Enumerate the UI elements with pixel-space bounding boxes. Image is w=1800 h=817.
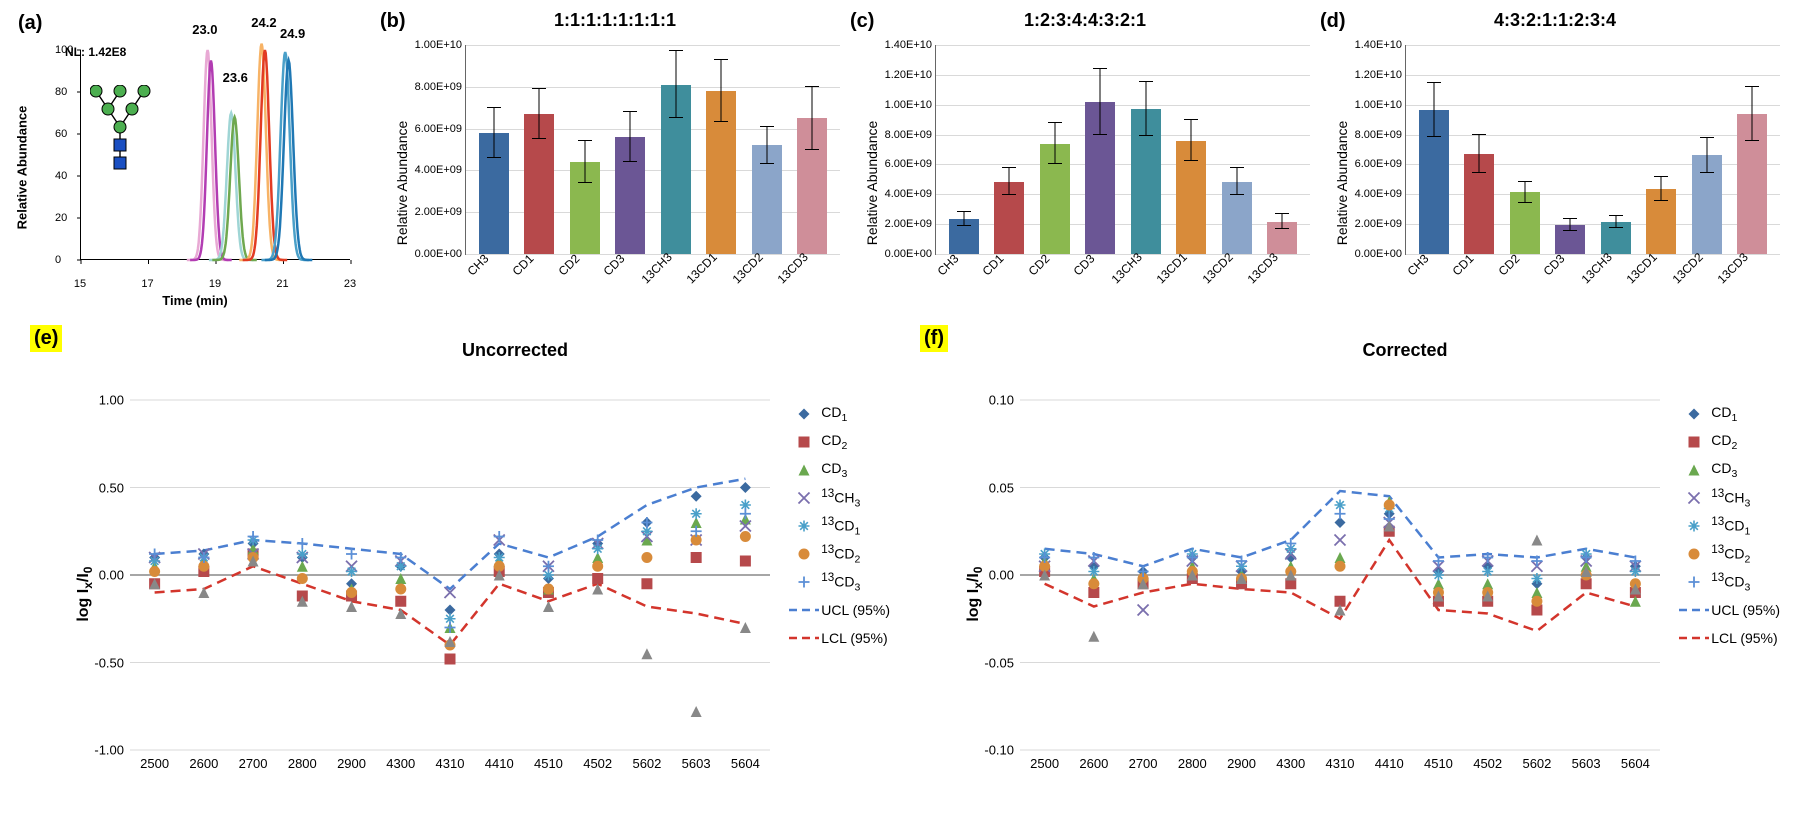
bar-plot-b: 0.00E+002.00E+094.00E+096.00E+098.00E+09… — [465, 45, 840, 255]
scatter-e-svg — [130, 400, 770, 750]
legend-f: CD1CD2CD313CH313CD113CD213CD3UCL (95%)LC… — [1677, 400, 1780, 652]
panel-d-title: 4:3:2:1:1:2:3:4 — [1330, 10, 1780, 31]
panel-b-title: 1:1:1:1:1:1:1:1 — [390, 10, 840, 31]
panel-b-label: (b) — [380, 10, 406, 33]
panel-a-ytitle: Relative Abundance — [15, 106, 30, 230]
bar-plot-d: 0.00E+002.00E+094.00E+096.00E+098.00E+09… — [1405, 45, 1780, 255]
bottom-row: (e) Uncorrected log Ix/I0 -1.00-0.500.00… — [10, 320, 1790, 800]
scatter-plot-f: -0.10-0.050.000.050.10250026002700280029… — [1020, 400, 1660, 750]
panel-f-title: Corrected — [1030, 340, 1780, 361]
top-row: (a) NL: 1.42E8 Relative Abundance Time (… — [10, 10, 1790, 310]
panel-a-label: (a) — [18, 12, 42, 35]
panel-e-ytitle: log Ix/I0 — [75, 567, 95, 622]
panel-e-label: (e) — [30, 325, 62, 352]
panel-c-ytitle: Relative Abundance — [864, 121, 880, 246]
scatter-plot-e: -1.00-0.500.000.501.00250026002700280029… — [130, 400, 770, 750]
glycan-icon — [90, 85, 152, 171]
panel-f-label: (f) — [920, 325, 948, 352]
panel-f-ytitle: log Ix/I0 — [965, 567, 985, 622]
panel-d: (d) 4:3:2:1:1:2:3:4 Relative Abundance 0… — [1320, 10, 1790, 310]
panel-c: (c) 1:2:3:4:4:3:2:1 Relative Abundance 0… — [850, 10, 1320, 310]
legend-e: CD1CD2CD313CH313CD113CD213CD3UCL (95%)LC… — [787, 400, 890, 652]
panel-d-label: (d) — [1320, 10, 1346, 33]
panel-b: (b) 1:1:1:1:1:1:1:1 Relative Abundance 0… — [380, 10, 850, 310]
panel-e-title: Uncorrected — [140, 340, 890, 361]
bar-plot-c: 0.00E+002.00E+094.00E+096.00E+098.00E+09… — [935, 45, 1310, 255]
panel-a-xtitle: Time (min) — [162, 293, 228, 308]
panel-c-title: 1:2:3:4:4:3:2:1 — [860, 10, 1310, 31]
panel-a: (a) NL: 1.42E8 Relative Abundance Time (… — [10, 10, 380, 310]
scatter-f-svg — [1020, 400, 1660, 750]
panel-f: (f) Corrected log Ix/I0 -0.10-0.050.000.… — [900, 320, 1790, 800]
panel-e: (e) Uncorrected log Ix/I0 -1.00-0.500.00… — [10, 320, 900, 800]
panel-d-ytitle: Relative Abundance — [1334, 121, 1350, 246]
panel-b-ytitle: Relative Abundance — [394, 121, 410, 246]
panel-c-label: (c) — [850, 10, 874, 33]
